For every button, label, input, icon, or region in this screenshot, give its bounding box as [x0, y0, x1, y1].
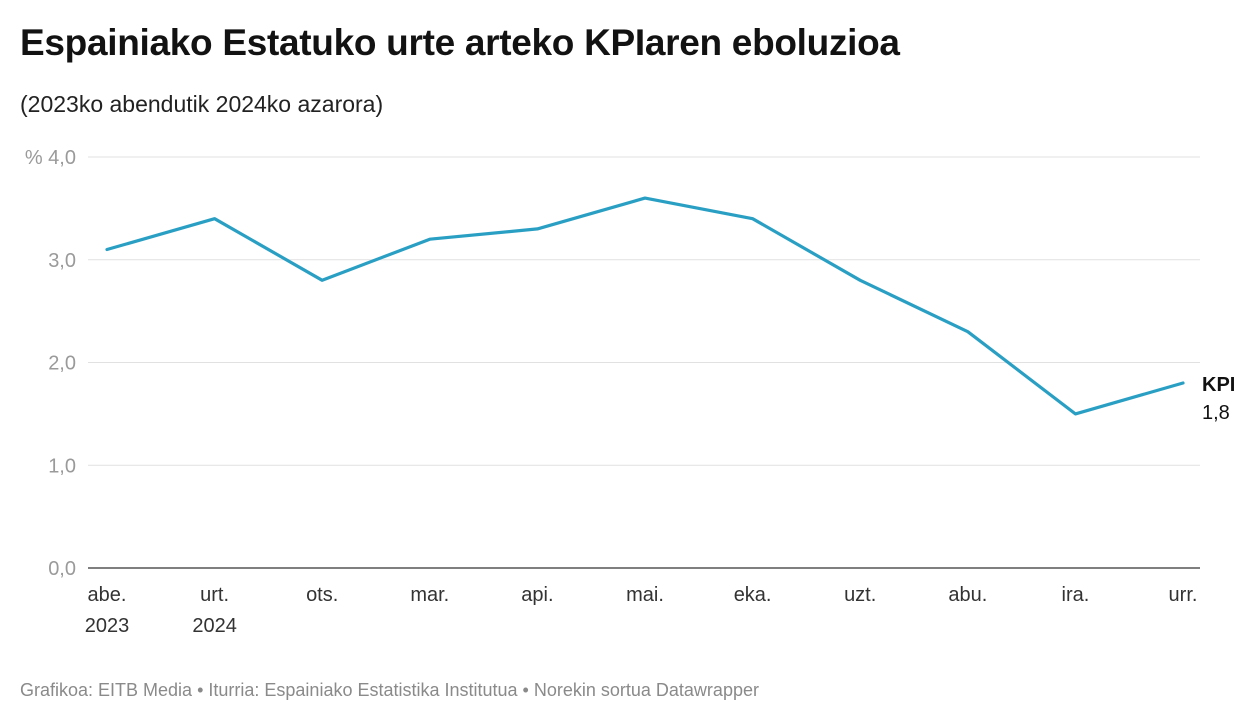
- x-tick-label: ots.: [306, 584, 338, 606]
- y-tick-label: 1,0: [48, 455, 76, 477]
- footer-graphic-credit: Grafikoa: EITB Media: [20, 680, 193, 700]
- y-tick-label: 3,0: [48, 250, 76, 272]
- y-tick-label: 2,0: [48, 353, 76, 375]
- x-tick-label: ira.: [1062, 584, 1090, 606]
- x-tick-label: eka.: [734, 584, 772, 606]
- chart-subtitle: (2023ko abendutik 2024ko azarora): [20, 91, 384, 117]
- x-tick-label: api.: [521, 584, 553, 606]
- chart-footer: Grafikoa: EITB Media • Iturria: Espainiako…: [20, 680, 759, 701]
- x-tick-label: mai.: [626, 584, 664, 606]
- gridlines: [88, 156, 1200, 569]
- series-line-kpi: [105, 196, 1185, 416]
- footer-separator: •: [522, 680, 529, 700]
- x-tick-label: urt.: [200, 584, 229, 606]
- x-tick-label: mar.: [410, 584, 449, 606]
- series-name-label: KPI: [1202, 374, 1235, 396]
- footer-source: Iturria: Espainiako Estatistika Institut…: [208, 680, 518, 700]
- x-tick-label: urr.: [1169, 584, 1198, 606]
- chart-title: Espainiako Estatuko urte arteko KPIaren …: [20, 22, 900, 63]
- x-tick-label: abe.: [88, 584, 127, 606]
- x-tick-label: 2024: [192, 615, 237, 637]
- series-layer: [105, 196, 1185, 416]
- x-tick-label: uzt.: [844, 584, 876, 606]
- footer-datawrapper-credit: Norekin sortua Datawrapper: [533, 680, 759, 700]
- series-end-labels: KPI 1,8: [1202, 374, 1235, 424]
- x-tick-label: 2023: [85, 615, 130, 637]
- x-tick-label: abu.: [948, 584, 987, 606]
- series-end-value-label: 1,8: [1202, 402, 1230, 424]
- x-axis-ticks: abe. 2023 urt. 2024 ots. mar. api. mai. eka. uzt.…: [85, 584, 1198, 637]
- y-tick-label: % 4,0: [25, 147, 76, 169]
- y-axis-ticks: 0,0 1,0 2,0 3,0 % 4,0: [25, 147, 76, 580]
- footer-separator: •: [197, 680, 204, 700]
- y-tick-label: 0,0: [48, 558, 76, 580]
